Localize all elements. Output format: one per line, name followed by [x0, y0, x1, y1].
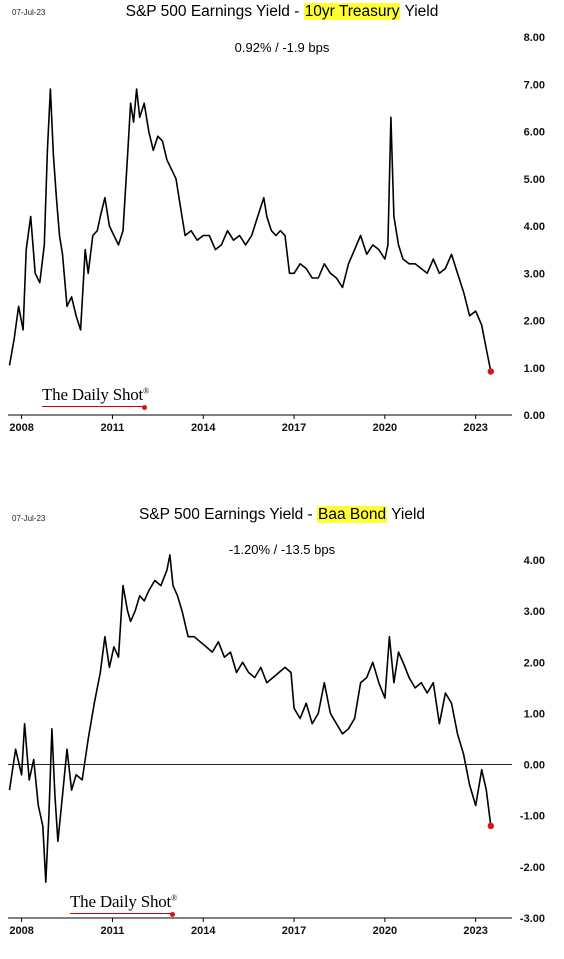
chart-subtitle: 0.92% / -1.9 bps — [234, 40, 330, 55]
y-tick-label: 3.00 — [524, 268, 545, 280]
chart-plot-baa: -3.00 -2.00 -1.00 0.00 1.00 2.00 3.00 4.00 2008 2… — [8, 554, 545, 937]
latest-value-marker — [487, 822, 495, 830]
chart-panel-baa: 07-Jul-23 S&P 500 Earnings Yield - Baa B… — [0, 500, 564, 950]
chart-plot-treasury: 0.00 1.00 2.00 3.00 4.00 5.00 6.00 7.00 8.00 2008… — [8, 32, 545, 434]
y-tick-label: 5.00 — [524, 174, 545, 186]
y-tick-label: 4.00 — [524, 221, 545, 233]
x-tick-label: 2017 — [282, 422, 306, 434]
x-tick-label: 2011 — [100, 422, 124, 434]
logo-red-dot — [169, 912, 175, 917]
chart-title: S&P 500 Earnings Yield - Baa Bond Yield — [0, 506, 564, 524]
latest-value-marker — [487, 368, 495, 375]
logo-registered-mark: ® — [171, 893, 177, 903]
title-highlight: 10yr Treasury — [303, 3, 401, 20]
title-suffix: Yield — [400, 3, 439, 20]
x-tick-label: 2020 — [373, 925, 397, 937]
date-stamp: 07-Jul-23 — [12, 8, 46, 17]
title-prefix: S&P 500 Earnings Yield - — [125, 3, 304, 20]
title-prefix: S&P 500 Earnings Yield - — [138, 506, 318, 523]
daily-shot-logo: The Daily Shot® — [42, 385, 149, 410]
y-tick-label: 4.00 — [524, 555, 545, 567]
y-tick-label: 0.00 — [524, 760, 545, 772]
chart-panel-treasury: 07-Jul-23 S&P 500 Earnings Yield - 10yr … — [0, 0, 564, 440]
chart-title: S&P 500 Earnings Yield - 10yr Treasury Y… — [0, 3, 564, 21]
series-line — [8, 554, 492, 884]
y-tick-label: 1.00 — [524, 708, 545, 720]
daily-shot-logo: The Daily Shot® — [70, 892, 177, 917]
y-tick-label: 2.00 — [524, 316, 545, 328]
y-tick-label: -2.00 — [520, 862, 545, 874]
x-tick-label: 2011 — [100, 925, 124, 937]
x-tick-label: 2008 — [9, 422, 33, 434]
y-tick-label: 0.00 — [524, 410, 545, 422]
y-tick-label: -1.00 — [520, 811, 545, 823]
x-tick-label: 2020 — [373, 422, 397, 434]
x-tick-label: 2014 — [191, 422, 216, 434]
logo-registered-mark: ® — [143, 386, 149, 396]
logo-underline — [70, 913, 171, 914]
title-highlight: Baa Bond — [317, 506, 388, 523]
chart-subtitle: -1.20% / -13.5 bps — [228, 542, 336, 557]
x-tick-label: 2008 — [9, 925, 33, 937]
y-tick-label: 2.00 — [524, 657, 545, 669]
x-tick-label: 2023 — [463, 925, 487, 937]
logo-red-dot — [141, 405, 147, 410]
y-tick-label: -3.00 — [520, 913, 545, 925]
date-stamp: 07-Jul-23 — [12, 514, 46, 523]
y-tick-label: 3.00 — [524, 606, 545, 618]
title-suffix: Yield — [387, 506, 426, 523]
y-tick-label: 8.00 — [524, 32, 545, 44]
series-line — [8, 88, 492, 372]
y-tick-label: 7.00 — [524, 79, 545, 91]
logo-text: The Daily Shot — [42, 385, 144, 404]
y-tick-label: 6.00 — [524, 127, 545, 139]
logo-underline — [42, 406, 143, 407]
logo-text: The Daily Shot — [70, 892, 172, 911]
x-tick-label: 2017 — [282, 925, 306, 937]
x-tick-label: 2023 — [463, 422, 487, 434]
y-tick-label: 1.00 — [524, 363, 545, 375]
x-tick-label: 2014 — [191, 925, 216, 937]
